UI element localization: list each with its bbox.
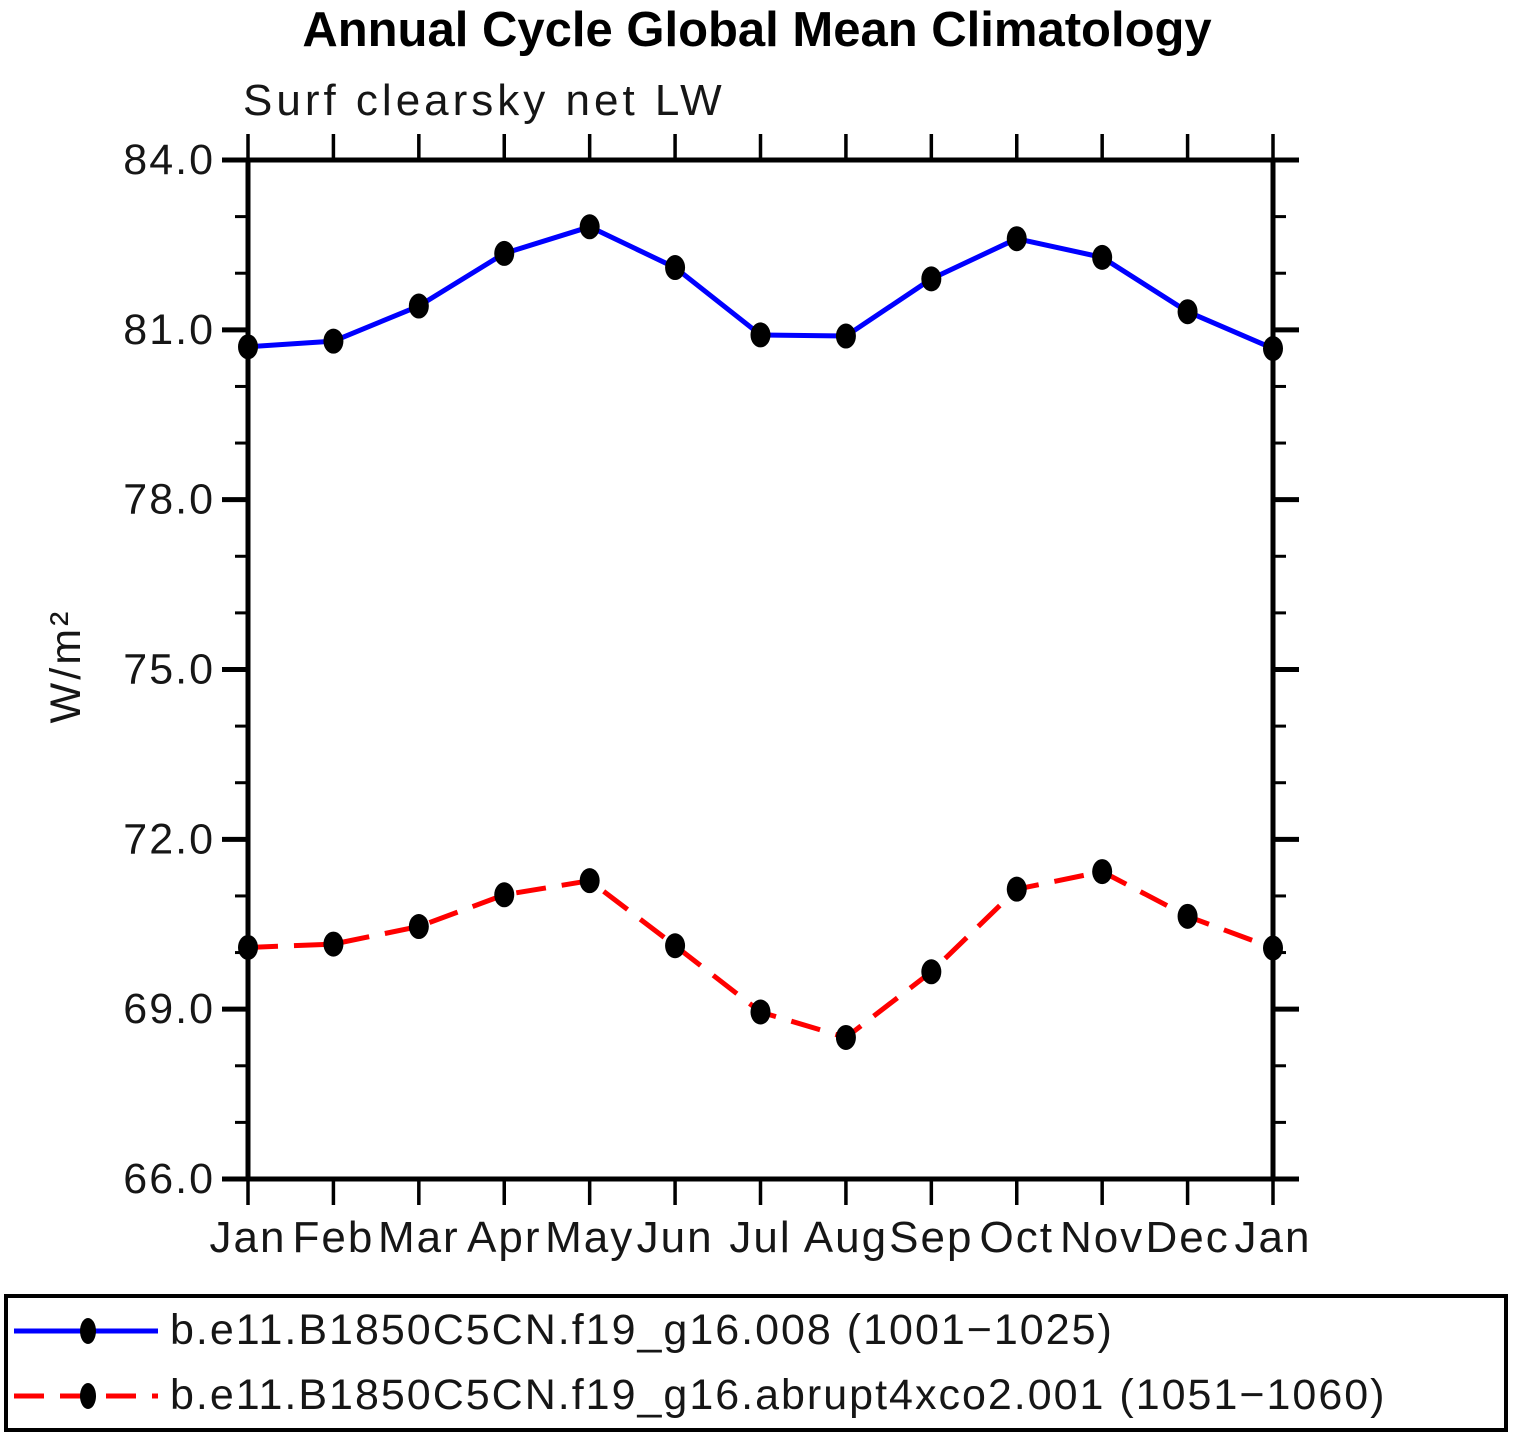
data-point-marker [238,334,258,360]
data-point-marker [408,914,429,940]
data-point-marker [1177,299,1198,325]
y-tick-label: 78.0 [123,476,215,524]
plot-area: W/m² Jan Feb Mar Apr May Jun Jul Aug Sep Oct Nov De… [42,134,1312,1262]
legend-label: b.e11.B1850C5CN.f19_g16.008 (1001−1025) [170,1306,1114,1354]
legend-item: b.e11.B1850C5CN.f19_g16.abrupt4xco2.001 … [8,1365,1504,1427]
data-point-marker [1006,226,1027,252]
legend-line-sample-dashed [14,1382,158,1409]
data-point-marker [921,266,942,292]
data-point-marker [1177,903,1198,929]
data-point-marker [750,999,771,1025]
x-tick-label: Jun [637,1213,714,1262]
x-tick-label: Feb [293,1213,375,1262]
y-tick-label: 66.0 [123,1155,215,1203]
y-axis-label: W/m² [42,609,90,724]
data-point-marker [494,882,515,908]
data-point-marker [323,931,344,957]
x-tick-label: Dec [1145,1213,1229,1262]
data-point-marker [579,214,600,240]
y-tick-label: 84.0 [123,136,215,184]
data-point-marker [1263,336,1283,362]
legend-label: b.e11.B1850C5CN.f19_g16.abrupt4xco2.001 … [170,1371,1387,1419]
x-tick-label: May [545,1213,634,1262]
x-tick-label: Jan [210,1213,287,1262]
legend-marker-icon [80,1382,96,1409]
data-point-marker [1092,859,1113,885]
chart-subtitle: Surf clearsky net LW [243,76,726,125]
data-point-marker [665,255,686,281]
data-point-marker [665,933,686,959]
x-tick-label: Jul [729,1213,791,1262]
x-tick-label: Apr [467,1213,541,1262]
x-tick-label: Sep [889,1213,973,1262]
y-tick-label: 81.0 [123,306,215,354]
legend-line-sample-solid [14,1317,158,1344]
y-tick-label: 75.0 [123,646,215,694]
x-tick-label: Jan [1235,1213,1312,1262]
data-point-marker [1092,244,1113,270]
x-tick-label: Nov [1060,1213,1144,1262]
legend-marker-icon [80,1317,96,1344]
x-tick-label: Aug [804,1213,888,1262]
data-point-marker [1006,876,1027,902]
legend-item: b.e11.B1850C5CN.f19_g16.008 (1001−1025) [8,1300,1504,1362]
data-point-marker [921,959,942,985]
chart-title: Annual Cycle Global Mean Climatology [302,3,1212,57]
data-point-marker [750,322,771,348]
data-point-marker [323,328,344,354]
data-point-marker [494,240,515,266]
data-point-marker [579,868,600,894]
x-tick-label: Oct [980,1213,1054,1262]
y-tick-label: 69.0 [123,985,215,1033]
plot-generated-content: Jan Feb Mar Apr May Jun Jul Aug Sep Oct Nov Dec Jan6… [123,134,1312,1262]
legend: b.e11.B1850C5CN.f19_g16.008 (1001−1025) … [4,1294,1508,1432]
data-point-marker [835,1024,856,1050]
data-point-marker [1263,935,1283,961]
data-point-marker [238,934,258,960]
data-point-marker [835,323,856,349]
x-tick-label: Mar [378,1213,460,1262]
data-point-marker [408,293,429,319]
y-tick-label: 72.0 [123,815,215,863]
